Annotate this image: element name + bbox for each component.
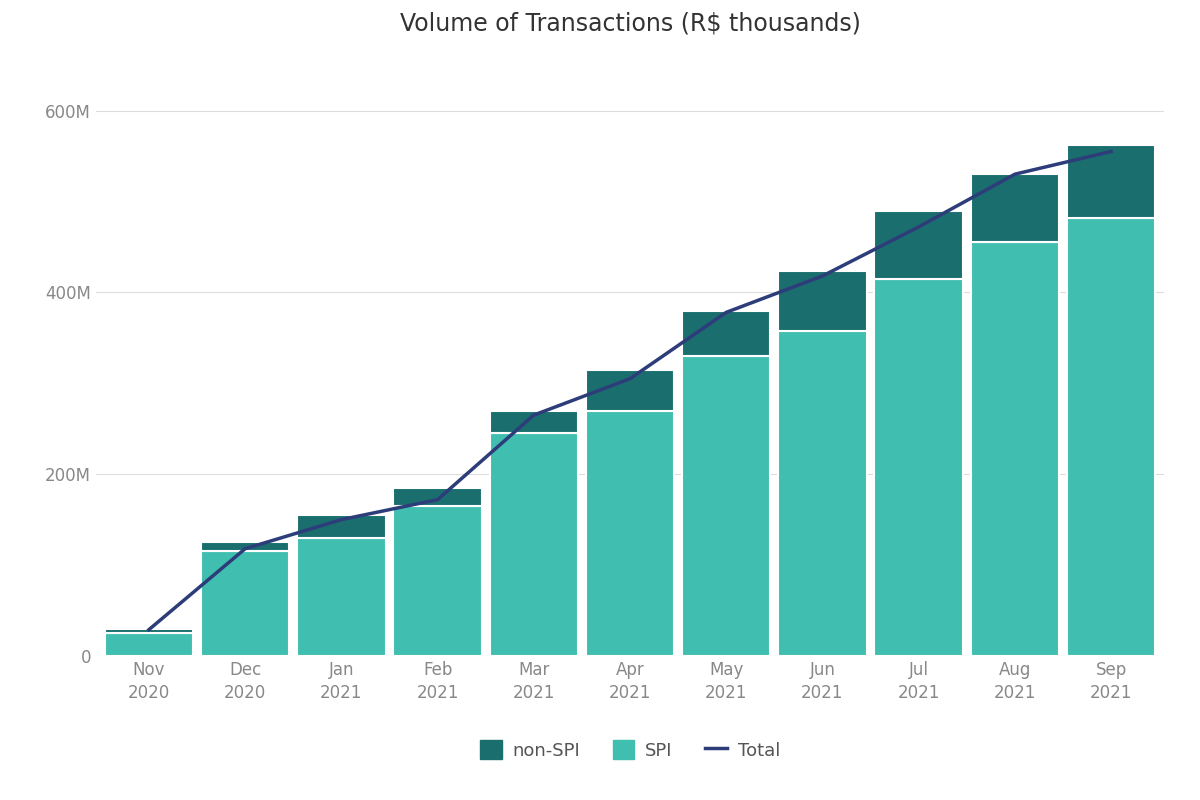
Bar: [778, 271, 866, 330]
Bar: [200, 542, 289, 551]
Bar: [490, 434, 578, 656]
Bar: [394, 506, 482, 656]
Bar: [394, 488, 482, 506]
Bar: [200, 551, 289, 656]
Bar: [490, 410, 578, 434]
Bar: [586, 410, 674, 656]
Bar: [682, 356, 770, 656]
Bar: [1067, 218, 1156, 656]
Bar: [971, 174, 1060, 242]
Bar: [778, 330, 866, 656]
Bar: [104, 629, 193, 634]
Bar: [971, 242, 1060, 656]
Bar: [586, 370, 674, 410]
Bar: [298, 538, 385, 656]
Legend: non-SPI, SPI, Total: non-SPI, SPI, Total: [473, 733, 787, 767]
Title: Volume of Transactions (R$ thousands): Volume of Transactions (R$ thousands): [400, 12, 860, 36]
Bar: [875, 278, 962, 656]
Bar: [875, 210, 962, 278]
Bar: [298, 515, 385, 538]
Bar: [104, 634, 193, 656]
Bar: [682, 310, 770, 356]
Bar: [1067, 145, 1156, 218]
